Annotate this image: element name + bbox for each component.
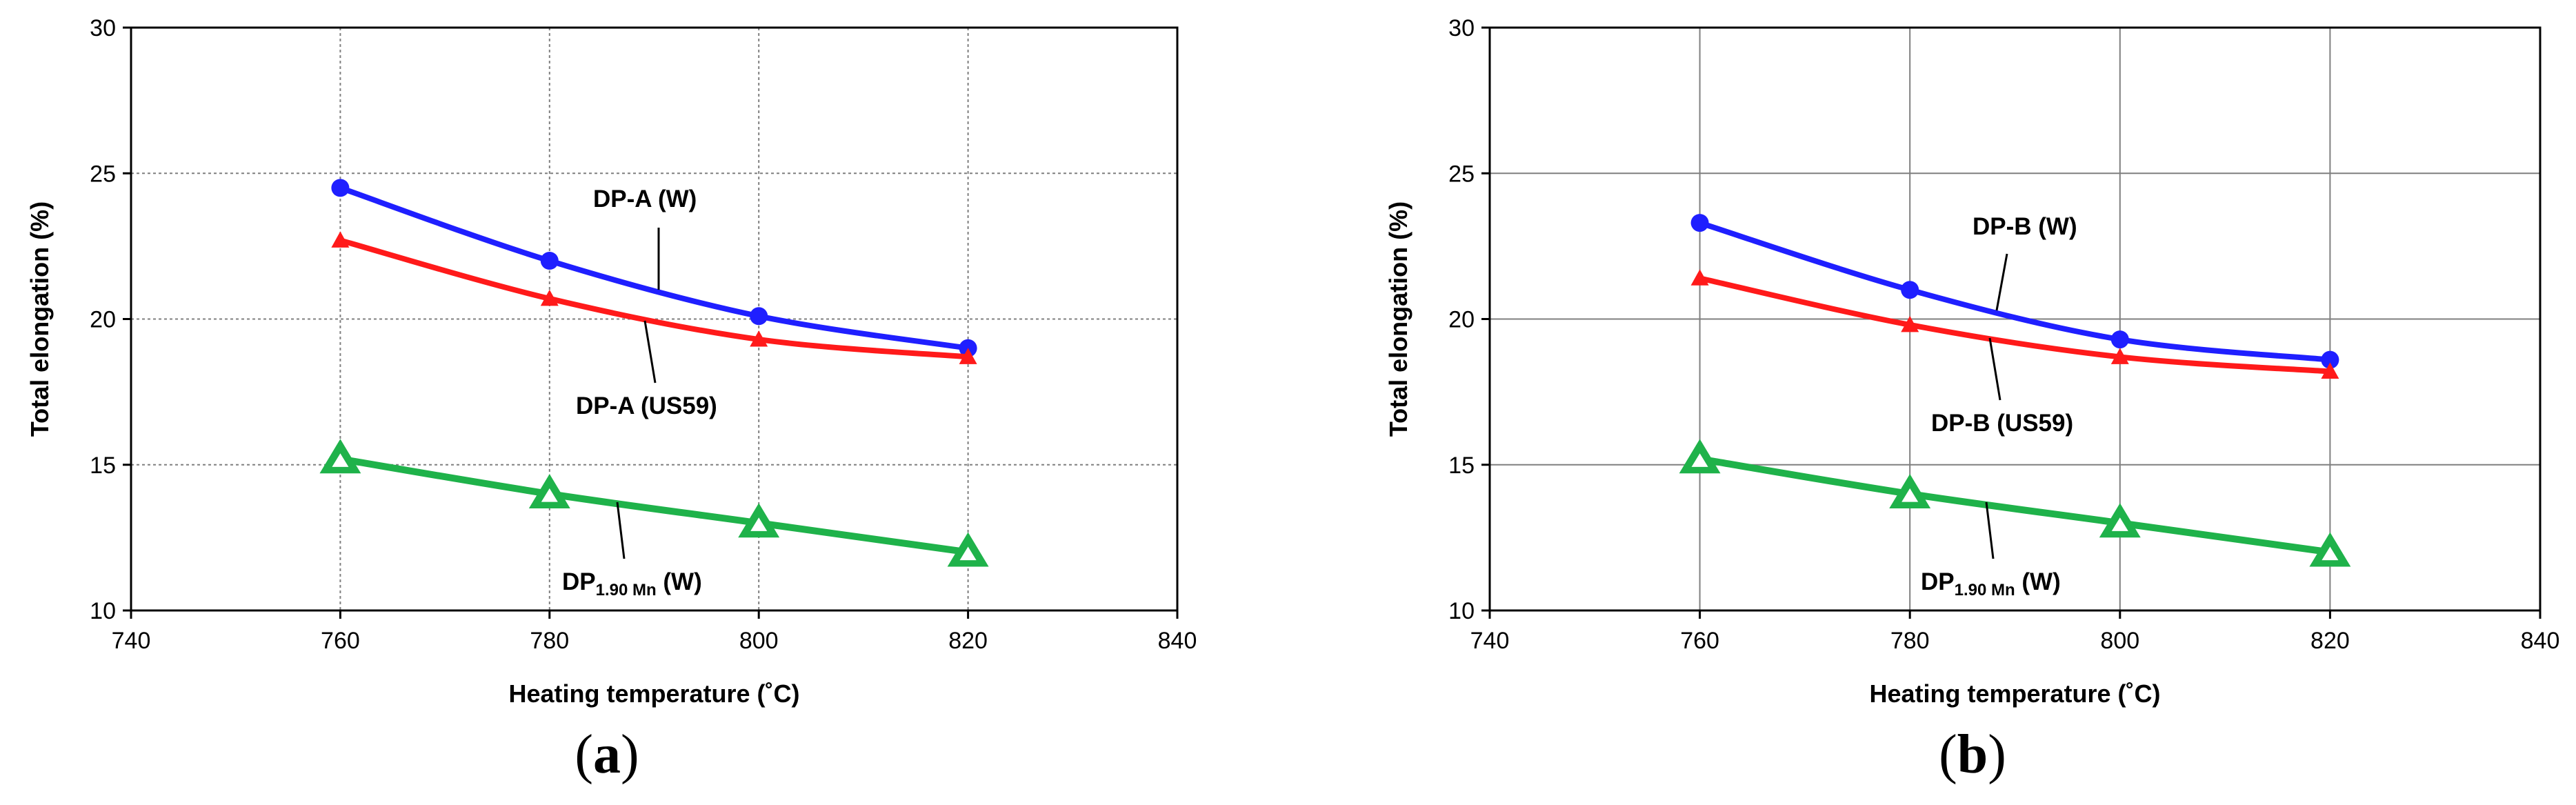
x-tick-label: 740 <box>1470 628 1510 654</box>
series-label: DP-B (US59) <box>1931 410 2073 437</box>
y-tick-label: 30 <box>1448 15 1475 41</box>
series-label-leader <box>1985 501 1995 559</box>
data-point <box>750 330 768 347</box>
series-label: DP1.90 Mn (W) <box>1921 568 2061 599</box>
data-point-hole <box>959 546 977 561</box>
chart-panel-a: 740 760 780 800 820 840 10 15 20 25 30 Heating temp… <box>26 15 1197 785</box>
series-label-main: DP <box>562 568 596 595</box>
y-tick-label: 30 <box>90 15 116 41</box>
data-point <box>2110 348 2129 364</box>
chart-panel-b: 740 760 780 800 820 840 10 15 20 25 30 Heating temp… <box>1384 15 2559 785</box>
series-label-main: DP <box>1921 568 1955 595</box>
data-point <box>1901 315 1919 332</box>
series-label-subscript: 1.90 Mn <box>596 581 657 599</box>
series-label: DP-B (W) <box>1973 213 2077 240</box>
panel-label-paren: ( <box>575 724 593 785</box>
series-line <box>1697 220 2333 363</box>
data-point <box>540 289 559 306</box>
x-tick-label: 800 <box>739 628 779 654</box>
panel-label: (a) <box>575 724 639 785</box>
y-tick-label: 10 <box>1448 598 1475 624</box>
x-tick-label: 780 <box>530 628 569 654</box>
panel-label-paren: ) <box>621 724 639 785</box>
series-line <box>337 455 972 556</box>
series-label: DP-A (US59) <box>576 392 717 419</box>
x-tick-label: 820 <box>948 628 988 654</box>
series-line <box>1697 275 2333 375</box>
data-point <box>2321 350 2339 369</box>
series-line <box>1696 455 2334 556</box>
series-label-tail: (W) <box>2015 568 2061 595</box>
y-axis-label: Total elongation (%) <box>26 201 54 437</box>
panel-label: (b) <box>1939 724 2006 785</box>
x-tick-label: 840 <box>1158 628 1197 654</box>
panel-label-letter: b <box>1957 724 1988 785</box>
data-point-hole <box>541 488 558 502</box>
x-tick-label: 780 <box>1890 628 1930 654</box>
x-axis-label: Heating temperature (˚C) <box>508 679 799 708</box>
x-tick-label: 840 <box>2521 628 2560 654</box>
panel-label-letter: a <box>593 724 621 785</box>
data-point <box>540 252 559 270</box>
data-point <box>1690 269 1709 286</box>
series-label-leader <box>1988 337 2001 401</box>
y-tick-label: 10 <box>90 598 116 624</box>
panel-label-paren: ) <box>1988 724 2006 785</box>
data-point-hole <box>1691 453 1708 467</box>
series-label-tail: (W) <box>657 568 702 595</box>
data-point <box>1901 281 1919 299</box>
panel-label-paren: ( <box>1939 724 1957 785</box>
x-tick-label: 800 <box>2100 628 2139 654</box>
y-tick-label: 25 <box>1448 161 1475 187</box>
x-tick-label: 760 <box>1680 628 1719 654</box>
x-tick-label: 820 <box>2310 628 2350 654</box>
series-line <box>337 237 971 360</box>
data-point <box>959 348 977 364</box>
y-tick-label: 25 <box>90 161 116 187</box>
data-point <box>750 307 768 326</box>
data-point-hole <box>332 453 349 467</box>
x-axis-label: Heating temperature (˚C) <box>1869 679 2160 708</box>
x-tick-label: 740 <box>112 628 151 654</box>
y-tick-label: 15 <box>1448 453 1475 479</box>
series-label-leader <box>616 501 626 559</box>
series-label-leader <box>1995 253 2008 311</box>
y-tick-label: 20 <box>1448 307 1475 333</box>
data-point-hole <box>2322 546 2339 561</box>
y-tick-label: 20 <box>90 307 116 333</box>
x-tick-label: 760 <box>321 628 360 654</box>
data-point-hole <box>750 517 768 531</box>
series-label-subscript: 1.90 Mn <box>1955 581 2015 599</box>
data-point <box>331 231 350 248</box>
series-label: DP-A (W) <box>593 186 697 212</box>
data-point-hole <box>2111 517 2128 531</box>
series-line <box>337 185 971 351</box>
data-point <box>331 179 350 197</box>
series-label: DP1.90 Mn (W) <box>562 568 702 599</box>
y-axis-label: Total elongation (%) <box>1384 201 1412 437</box>
data-point <box>2110 330 2129 349</box>
data-point-hole <box>1901 488 1919 502</box>
data-point <box>1690 214 1709 232</box>
y-tick-label: 15 <box>90 453 116 479</box>
data-point <box>2321 362 2339 379</box>
series-label-leader <box>643 320 657 384</box>
